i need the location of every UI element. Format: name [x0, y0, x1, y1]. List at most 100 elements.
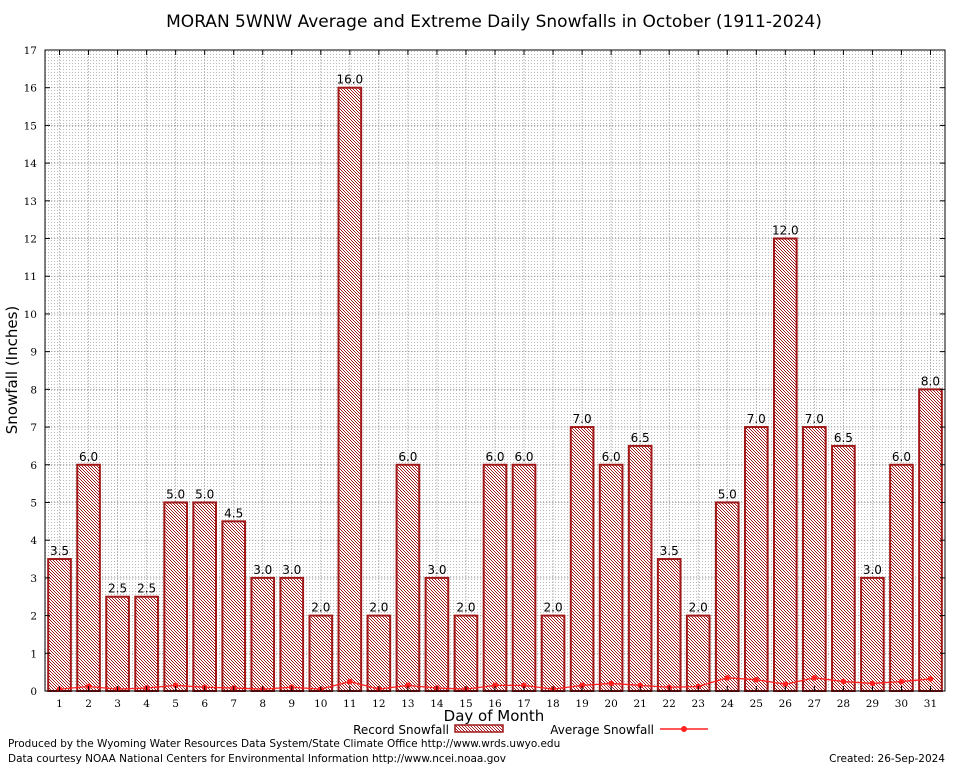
bar-value-label: 6.0 — [398, 450, 417, 464]
bar-value-label: 2.5 — [137, 582, 156, 596]
x-tick-label: 24 — [721, 698, 735, 710]
bar-value-labels: 3.5 6.0 2.5 2.5 5.0 5.0 4.5 3.0 3.0 2.0 16.0 2.0 6.0… — [50, 73, 940, 615]
bar-value-label: 2.0 — [689, 601, 708, 615]
average-point — [608, 680, 614, 687]
x-tick-label: 17 — [517, 698, 530, 710]
average-point — [579, 682, 585, 689]
average-point — [521, 682, 527, 689]
bar-record — [743, 426, 769, 692]
bar-record — [511, 463, 537, 692]
y-tick-label: 7 — [30, 422, 37, 434]
x-tick-label: 14 — [430, 698, 444, 710]
bar-value-label: 6.0 — [602, 450, 621, 464]
x-tick-label: 18 — [546, 698, 559, 710]
bar-value-label: 16.0 — [336, 73, 363, 87]
x-tick-label: 9 — [288, 698, 295, 710]
bar-value-label: 2.0 — [369, 601, 388, 615]
average-point — [927, 676, 934, 682]
bar-record — [395, 463, 421, 692]
bar-record — [308, 614, 334, 693]
average-point — [782, 681, 789, 688]
legend-label-record: Record Snowfall — [353, 723, 449, 737]
footer-created: Created: 26-Sep-2024 — [829, 753, 945, 765]
bar-value-label: 3.0 — [863, 563, 882, 577]
y-tick-label: 11 — [24, 271, 37, 283]
bar-record — [656, 558, 682, 692]
x-tick-label: 6 — [201, 698, 208, 710]
bar-record — [540, 614, 566, 693]
chart-title: MORAN 5WNW Average and Extreme Daily Sno… — [166, 12, 822, 32]
x-tick-label: 10 — [314, 698, 327, 710]
x-tick-label: 15 — [459, 698, 472, 710]
bar-value-label: 7.0 — [747, 412, 766, 426]
bar-value-label: 6.0 — [485, 450, 504, 464]
bar-record — [337, 86, 363, 693]
bar-value-label: 6.0 — [514, 450, 533, 464]
x-tick-label: 4 — [143, 698, 150, 710]
x-tick-label: 23 — [692, 698, 705, 710]
x-tick-label: 8 — [259, 698, 266, 710]
bar-record — [163, 501, 188, 692]
average-point — [869, 680, 876, 687]
y-tick-label: 16 — [24, 83, 38, 95]
bar-record — [889, 463, 914, 692]
bar-record — [134, 595, 159, 692]
bar-record — [860, 576, 885, 692]
bar-value-label: 6.0 — [892, 450, 911, 464]
bar-record — [76, 463, 101, 692]
legend: Record Snowfall Average Snowfall — [353, 723, 708, 737]
bar-record — [569, 426, 595, 692]
y-tick-label: 5 — [30, 497, 37, 509]
average-point — [811, 675, 818, 681]
y-tick-label: 12 — [24, 234, 37, 246]
average-point — [347, 678, 353, 685]
bar-value-label: 2.0 — [456, 601, 475, 615]
legend-marker-average — [681, 726, 687, 732]
y-tick-label: 9 — [30, 347, 37, 359]
x-axis-ticks: 1 2 3 4 5 6 7 8 9 10 11 12 13 14 15 16 17 18 19 20 21 22 23 24 2… — [56, 50, 937, 710]
bar-value-label: 2.0 — [544, 601, 563, 615]
x-tick-label: 26 — [779, 698, 793, 710]
bar-value-label: 12.0 — [772, 224, 799, 238]
bar-value-label: 6.5 — [834, 431, 853, 445]
bar-value-label: 5.0 — [195, 487, 214, 501]
bar-value-label: 3.0 — [427, 563, 446, 577]
average-point — [753, 676, 760, 683]
bar-value-label: 3.0 — [282, 563, 301, 577]
bar-record — [366, 614, 392, 693]
average-point — [492, 682, 498, 689]
bar-record — [221, 520, 247, 693]
bar-record — [831, 444, 856, 693]
average-point — [840, 678, 847, 685]
y-tick-label: 17 — [24, 45, 37, 57]
average-point — [172, 682, 179, 689]
average-point — [724, 675, 731, 681]
bar-value-label: 7.0 — [573, 412, 592, 426]
x-tick-label: 28 — [837, 698, 850, 710]
x-tick-label: 5 — [172, 698, 179, 710]
bar-record — [424, 576, 450, 692]
bar-value-label: 5.0 — [718, 487, 737, 501]
y-tick-label: 15 — [24, 120, 37, 132]
y-tick-label: 14 — [24, 158, 38, 170]
bar-record — [192, 501, 218, 692]
bar-value-label: 3.5 — [660, 544, 679, 558]
x-tick-label: 12 — [372, 698, 385, 710]
x-tick-label: 16 — [488, 698, 502, 710]
y-tick-label: 4 — [30, 535, 37, 547]
bar-record — [250, 576, 276, 692]
footer-produced-by: Produced by the Wyoming Water Resources … — [8, 738, 561, 750]
y-tick-label: 10 — [24, 309, 37, 321]
y-tick-label: 13 — [24, 196, 37, 208]
bar-value-label: 6.5 — [631, 431, 650, 445]
y-tick-label: 1 — [30, 648, 37, 660]
x-tick-label: 30 — [895, 698, 908, 710]
x-tick-label: 27 — [808, 698, 821, 710]
bar-record — [685, 614, 711, 693]
bar-record — [279, 576, 305, 692]
y-tick-label: 0 — [30, 686, 37, 698]
x-tick-label: 25 — [750, 698, 763, 710]
bar-record — [714, 501, 740, 692]
bar-value-label: 2.0 — [311, 601, 330, 615]
